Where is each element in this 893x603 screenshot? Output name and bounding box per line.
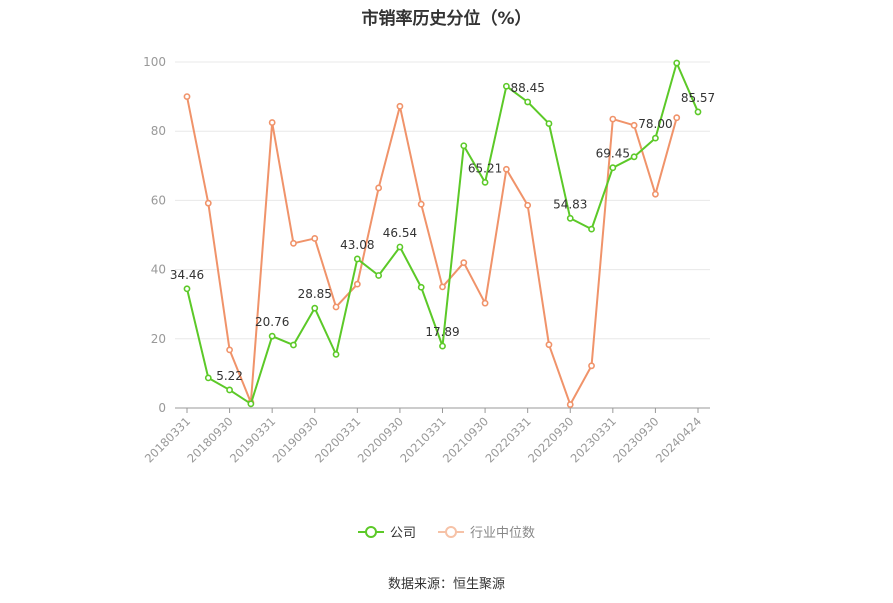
data-point-company bbox=[545, 120, 553, 127]
data-point-industry bbox=[460, 259, 468, 267]
data-point-company bbox=[502, 82, 510, 90]
data-label: 85.57 bbox=[681, 91, 715, 105]
data-point-company bbox=[226, 386, 233, 394]
data-point-industry bbox=[226, 346, 233, 354]
data-point-industry bbox=[588, 362, 595, 370]
y-tick-label: 100 bbox=[143, 55, 166, 69]
legend-swatch-company bbox=[357, 525, 384, 539]
data-point-industry bbox=[524, 201, 532, 209]
data-point-company bbox=[673, 59, 681, 67]
data-point-industry bbox=[353, 280, 361, 288]
data-point-industry bbox=[311, 235, 319, 242]
data-point-company bbox=[439, 342, 446, 350]
data-point-company bbox=[332, 350, 340, 358]
y-tick-label: 40 bbox=[151, 263, 166, 277]
y-tick-label: 60 bbox=[151, 193, 166, 207]
data-point-industry bbox=[652, 190, 659, 198]
data-point-industry bbox=[204, 199, 212, 207]
data-label: 65.21 bbox=[468, 161, 502, 175]
data-point-company bbox=[311, 304, 319, 312]
data-point-industry bbox=[673, 114, 681, 122]
data-point-industry bbox=[481, 299, 489, 307]
data-point-company bbox=[268, 332, 276, 340]
data-point-industry bbox=[183, 93, 191, 100]
data-label: 34.46 bbox=[170, 268, 204, 282]
data-label: 69.45 bbox=[596, 147, 630, 161]
data-point-company bbox=[694, 108, 702, 116]
data-point-company bbox=[588, 225, 595, 233]
legend-label-company: 公司 bbox=[389, 526, 416, 541]
source-note: 数据来源：恒生聚源 bbox=[387, 577, 505, 592]
data-point-industry bbox=[290, 239, 297, 247]
data-point-industry bbox=[417, 200, 425, 208]
data-point-company bbox=[353, 255, 361, 263]
data-point-company bbox=[183, 285, 191, 293]
data-point-company bbox=[417, 283, 425, 291]
data-label: 28.85 bbox=[298, 287, 332, 301]
data-point-company bbox=[375, 272, 383, 279]
data-label: 20.76 bbox=[255, 315, 289, 329]
legend-item-industry[interactable]: 行业中位数 bbox=[438, 522, 535, 541]
legend: 公司 行业中位数 bbox=[0, 522, 893, 541]
data-label: 5.22 bbox=[216, 369, 243, 383]
data-point-company bbox=[247, 400, 255, 408]
data-point-company bbox=[630, 153, 638, 161]
legend-item-company[interactable]: 公司 bbox=[357, 522, 416, 541]
data-label: 88.45 bbox=[510, 81, 544, 95]
data-point-company bbox=[290, 341, 297, 349]
y-tick-label: 80 bbox=[151, 124, 166, 138]
data-label: 43.08 bbox=[340, 238, 374, 252]
data-point-industry bbox=[268, 119, 276, 126]
data-label: 17.89 bbox=[425, 325, 459, 339]
data-point-industry bbox=[375, 184, 383, 192]
data-point-industry bbox=[396, 102, 404, 110]
data-label: 54.83 bbox=[553, 197, 587, 211]
y-tick-label: 20 bbox=[151, 332, 166, 346]
legend-label-industry: 行业中位数 bbox=[470, 526, 536, 541]
legend-swatch-industry bbox=[438, 525, 464, 539]
data-point-industry bbox=[545, 341, 553, 349]
x-tick-label: 20240424 bbox=[653, 414, 704, 465]
data-point-company bbox=[566, 214, 574, 222]
data-point-industry bbox=[502, 165, 510, 173]
data-label: 78.00 bbox=[638, 117, 672, 131]
data-point-company bbox=[460, 142, 468, 150]
series-line-industry bbox=[186, 96, 678, 406]
data-label: 46.54 bbox=[383, 226, 417, 240]
data-point-company bbox=[396, 243, 404, 251]
data-point-company bbox=[609, 164, 617, 172]
data-point-company bbox=[481, 178, 489, 186]
data-point-industry bbox=[630, 121, 638, 129]
y-tick-label: 0 bbox=[158, 401, 166, 415]
data-point-industry bbox=[332, 303, 340, 311]
data-point-industry bbox=[566, 401, 574, 408]
data-point-company bbox=[524, 98, 532, 106]
chart-title: 市销率历史分位（%） bbox=[361, 9, 532, 29]
data-point-company bbox=[652, 134, 659, 142]
data-point-industry bbox=[439, 283, 446, 291]
data-point-industry bbox=[609, 115, 617, 123]
data-point-company bbox=[204, 374, 212, 382]
